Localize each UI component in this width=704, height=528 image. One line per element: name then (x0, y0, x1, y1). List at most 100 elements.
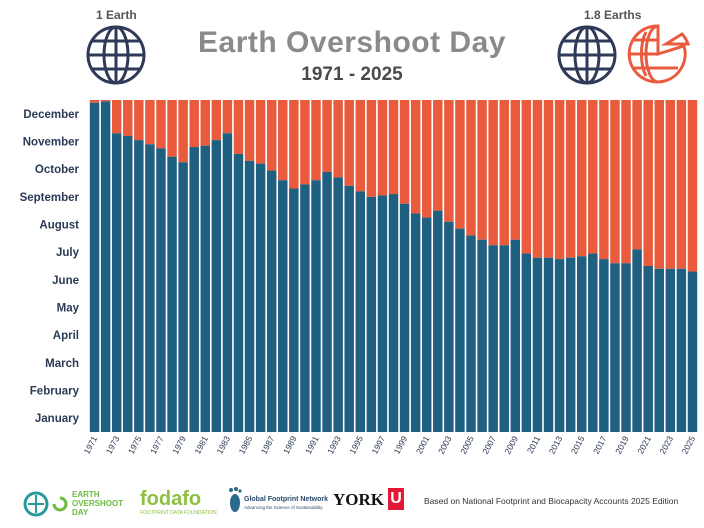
year-tick-label: 1993 (325, 434, 343, 456)
overshoot-bar (111, 100, 122, 134)
year-tick-label: 2023 (657, 434, 675, 456)
month-label: October (35, 164, 80, 176)
budget-bar (111, 133, 122, 432)
overshoot-bar (167, 100, 177, 157)
budget-bar (532, 257, 543, 432)
budget-bar (388, 194, 399, 432)
budget-bar (676, 268, 687, 432)
overshoot-bar (377, 100, 388, 196)
overshoot-bar (588, 100, 598, 254)
overshoot-bar (532, 100, 543, 258)
year-tick-label: 1995 (347, 434, 365, 456)
budget-bar (289, 188, 299, 432)
month-label: May (57, 303, 80, 315)
overshoot-bar (189, 100, 199, 148)
budget-bar (189, 147, 199, 433)
overshoot-bar (521, 100, 532, 254)
overshoot-bar (654, 100, 664, 269)
overshoot-logo-text: EARTH OVERSHOOT DAY (72, 490, 123, 517)
overshoot-bar (311, 100, 321, 181)
page-title: Earth Overshoot Day (198, 26, 506, 59)
budget-bar (455, 228, 465, 432)
year-tick-label: 2013 (547, 434, 565, 456)
budget-bar (621, 263, 631, 432)
budget-bar (421, 217, 432, 432)
footprint-icon (229, 487, 242, 512)
budget-bar (377, 195, 388, 432)
overshoot-bar (488, 100, 498, 246)
budget-bar (300, 184, 310, 432)
york-logo: YORK (333, 490, 384, 509)
year-tick-label: 2005 (458, 434, 476, 456)
month-label: June (52, 275, 79, 287)
year-tick-label: 1973 (104, 434, 122, 456)
overshoot-bar (222, 100, 233, 134)
year-tick-label: 1983 (214, 434, 232, 456)
overshoot-bar (145, 100, 155, 145)
month-label: April (53, 330, 79, 342)
overshoot-bar (643, 100, 653, 266)
budget-bar (333, 177, 343, 432)
overshoot-bar (289, 100, 299, 189)
overshoot-bar (344, 100, 354, 186)
overshoot-bar (610, 100, 620, 264)
return-arrow-icon (52, 496, 68, 512)
overshoot-bar (577, 100, 587, 257)
budget-bar (100, 101, 111, 432)
overshoot-bar (444, 100, 454, 222)
overshoot-bar (123, 100, 133, 136)
budget-bar (499, 245, 509, 432)
york-u-mark: U (388, 488, 404, 510)
overshoot-bar (100, 100, 111, 102)
overshoot-bar (366, 100, 377, 197)
overshoot-bar (200, 100, 210, 146)
budget-bar (233, 153, 244, 432)
globe-icon (86, 25, 146, 85)
budget-bar (200, 145, 210, 432)
month-label: August (39, 220, 79, 232)
budget-bar (123, 135, 133, 432)
logo-line: EARTH (72, 490, 100, 499)
budget-bar (278, 180, 288, 432)
logo-line: OVERSHOOT (72, 499, 124, 508)
budget-bar (588, 253, 598, 432)
gfn-logo-tagline: Advancing the Science of Sustainability (244, 505, 323, 510)
month-label: July (56, 247, 80, 259)
year-tick-label: 1989 (281, 434, 299, 456)
year-tick-label: 2011 (525, 434, 543, 455)
budget-bar (167, 156, 177, 432)
budget-bar (466, 235, 476, 432)
globe-icon (557, 25, 617, 85)
year-tick-label: 1979 (170, 434, 188, 456)
month-label: January (35, 413, 80, 425)
overshoot-bar (333, 100, 343, 178)
year-tick-label: 1987 (259, 434, 277, 456)
year-tick-label: 1981 (192, 434, 210, 456)
overshoot-bar (244, 100, 255, 161)
budget-bar (266, 170, 277, 433)
overshoot-bar (300, 100, 310, 185)
overshoot-bar (255, 100, 266, 164)
overshoot-bar (565, 100, 576, 258)
source-note: Based on National Footprint and Biocapac… (424, 496, 679, 506)
budget-bar (610, 263, 620, 432)
overshoot-bar (156, 100, 166, 149)
budget-bar (355, 191, 366, 432)
gfn-logo-text: Global Footprint Network (244, 496, 328, 503)
year-tick-label: 2025 (680, 434, 698, 456)
budget-bar (665, 268, 676, 432)
fodafo-subtitle: FOOTPRINT DATA FOUNDATION (140, 510, 217, 516)
overshoot-bar (89, 100, 100, 103)
year-tick-label: 1977 (148, 434, 166, 456)
year-tick-label: 1985 (237, 434, 255, 456)
budget-bar (410, 213, 421, 432)
overshoot-bar (510, 100, 521, 240)
overshoot-bar (466, 100, 476, 236)
budget-bar (134, 140, 144, 432)
month-label: September (20, 192, 80, 204)
year-tick-label: 2003 (436, 434, 454, 456)
year-tick-label: 2021 (635, 434, 653, 456)
overshoot-bar (499, 100, 509, 246)
budget-bar (488, 245, 498, 432)
budget-bar (311, 180, 321, 432)
